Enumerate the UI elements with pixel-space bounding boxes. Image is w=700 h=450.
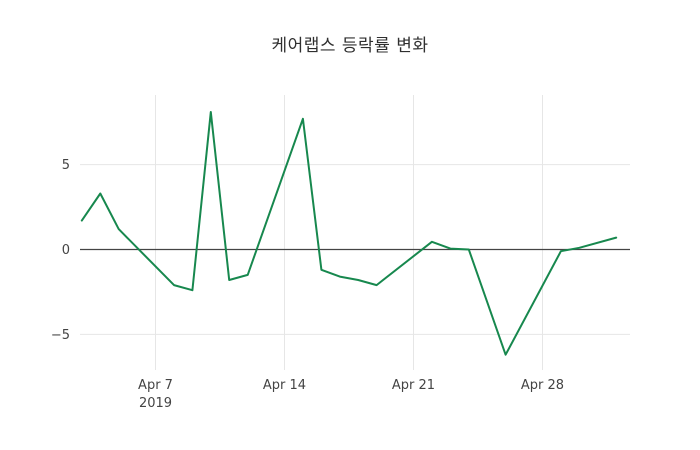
x-tick-label: Apr 7 xyxy=(138,378,173,393)
y-tick-label: −5 xyxy=(51,328,70,343)
y-tick-label: 0 xyxy=(62,243,70,258)
x-tick-label: Apr 21 xyxy=(392,378,435,393)
series-line xyxy=(80,111,618,356)
y-tick-label: 5 xyxy=(62,158,70,173)
x-tick-label: Apr 28 xyxy=(521,378,564,393)
chart-title: 케어랩스 등락률 변화 xyxy=(271,36,429,56)
x-tick-year-label: 2019 xyxy=(139,396,172,411)
x-tick-label: Apr 14 xyxy=(263,378,306,393)
